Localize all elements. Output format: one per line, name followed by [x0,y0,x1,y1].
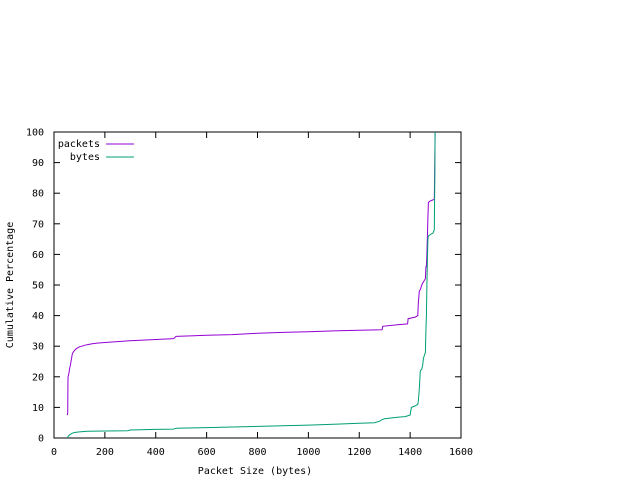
plot-frame [53,131,462,439]
legend: packets bytes [58,139,134,163]
x-tick-label: 800 [248,447,266,458]
x-tick-label: 200 [96,447,114,458]
series-line-bytes [66,131,436,439]
x-tick-label: 1600 [449,447,473,458]
x-tick-label: 1200 [347,447,371,458]
y-tick-label: 30 [32,342,44,353]
x-tick-label: 600 [198,447,216,458]
y-tick-label: 0 [38,434,44,445]
y-tick-label: 70 [32,219,44,230]
series-line-packets [66,131,436,416]
x-tick-label: 0 [51,447,57,458]
x-tick-label: 1400 [398,447,422,458]
y-tick-label: 90 [32,158,44,169]
x-tick-label: 400 [147,447,165,458]
y-axis-label: Cumulative Percentage [5,222,16,348]
y-tick-label: 80 [32,189,44,200]
x-axis-ticks: 0 200 400 600 800 1000 1200 1400 1600 [51,132,473,458]
x-tick-label: 1000 [296,447,320,458]
y-tick-label: 20 [32,372,44,383]
x-axis-label: Packet Size (bytes) [198,466,312,477]
y-tick-label: 50 [32,281,44,292]
legend-label-bytes: bytes [70,152,100,163]
y-tick-label: 40 [32,311,44,322]
y-tick-label: 60 [32,250,44,261]
series-lines [66,131,436,439]
y-axis-ticks: 0 10 20 30 40 50 60 70 80 90 100 [26,128,461,445]
legend-label-packets: packets [58,139,100,150]
y-tick-label: 100 [26,128,44,139]
y-tick-label: 10 [32,403,44,414]
